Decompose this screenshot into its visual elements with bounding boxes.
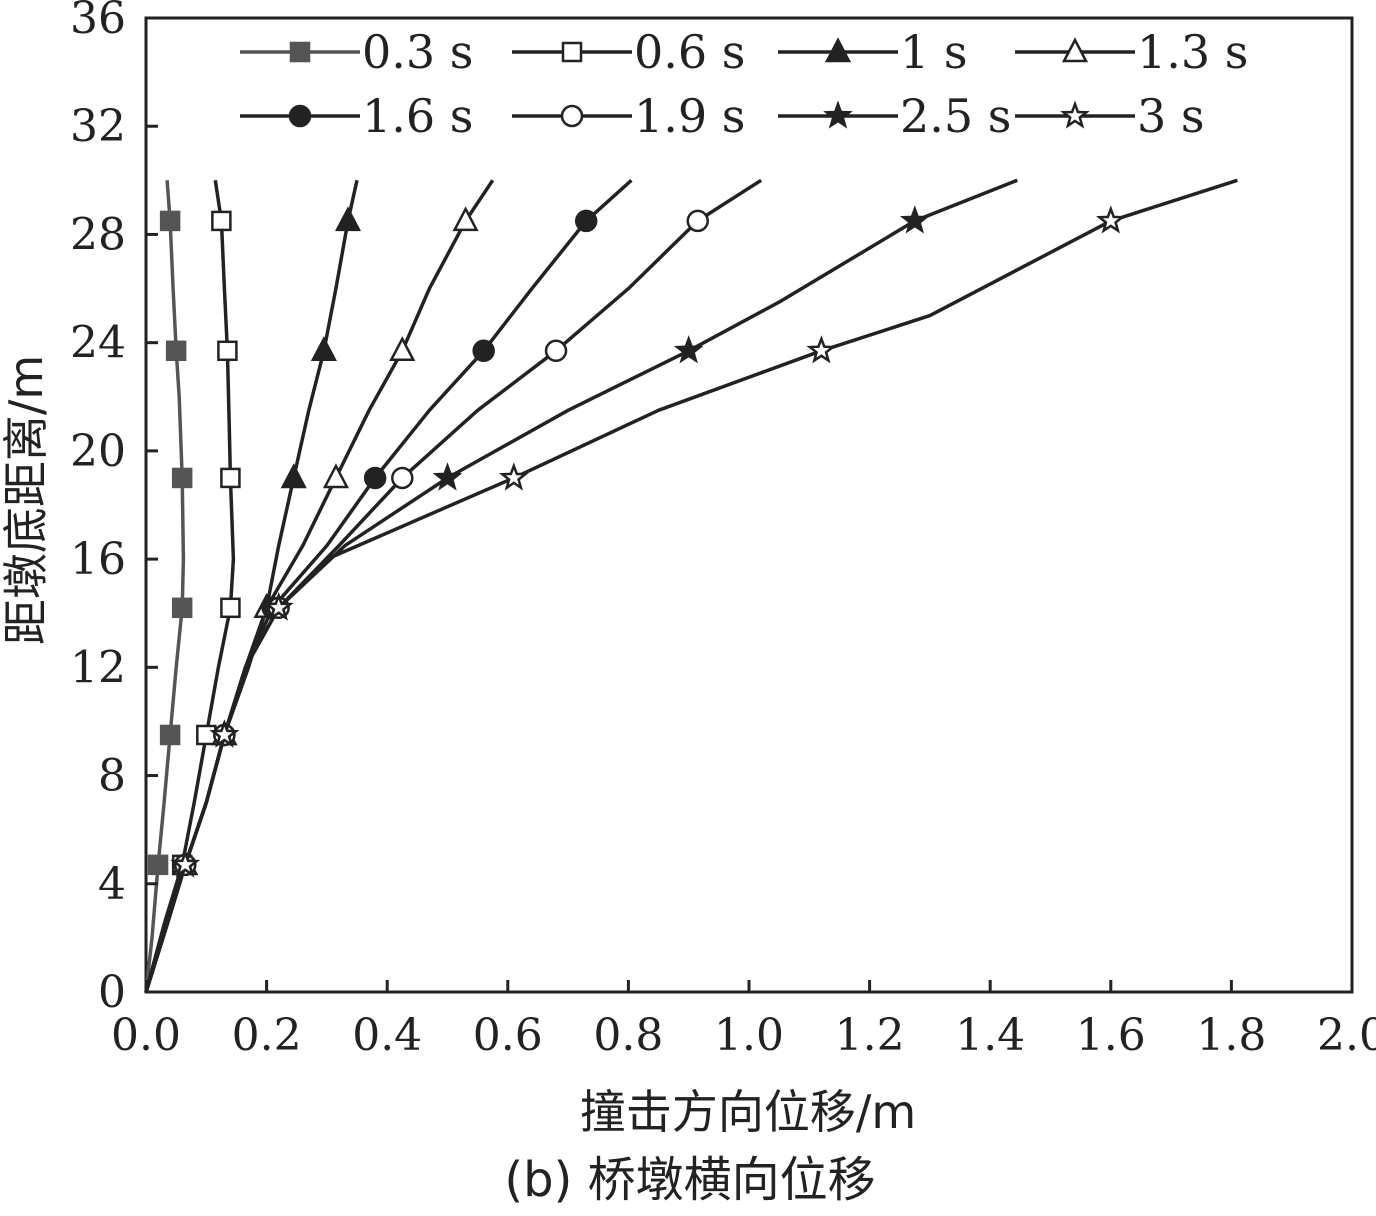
data-point [363,466,387,490]
data-point [165,340,187,362]
series-1 [144,180,193,993]
series-layer [144,178,1238,993]
legend-label: 1.6 s [362,89,473,143]
legend-marker [560,104,584,128]
data-point [673,335,704,364]
data-point [220,597,241,619]
x-tick-label: 0.0 [111,1010,181,1061]
y-tick-label: 8 [98,751,126,802]
legend-item-7: 2.5 s [778,89,1011,143]
data-point [170,849,201,878]
data-point [159,724,181,746]
legend-item-6: 1.9 s [512,89,745,143]
y-axis-title: 距墩底距离/m [0,355,53,645]
legend-marker [1061,37,1089,63]
legend-item-2: 0.6 s [512,25,745,79]
x-tick-label: 0.4 [352,1010,422,1061]
series-6 [144,178,763,993]
data-point [498,462,529,491]
data-point [209,719,240,748]
series-line [144,178,1238,993]
data-point [899,205,930,234]
data-point [220,467,241,489]
data-point [334,206,362,232]
y-tick-label: 32 [70,101,126,152]
legend-marker [824,37,852,63]
y-tick-label: 12 [70,642,126,693]
data-point [322,463,350,489]
x-tick-label: 0.6 [473,1010,543,1061]
legend-item-3: 1 s [778,25,968,79]
series-line [144,178,763,993]
legend-label: 1 s [900,25,968,79]
x-tick-label: 1.6 [1076,1010,1146,1061]
series-line [144,179,495,993]
data-point [171,597,193,619]
legend-item-1: 0.3 s [240,25,473,79]
data-point [147,854,169,876]
legend-marker [1060,100,1090,129]
series-8 [144,178,1238,993]
legend-label: 3 s [1137,89,1205,143]
legend-marker [561,41,583,63]
series-line [144,180,186,993]
plot-frame [144,16,1354,994]
data-point [391,466,414,490]
data-point [686,209,709,233]
data-point [280,463,307,489]
legend-label: 0.3 s [362,25,473,79]
data-point [263,592,294,621]
data-point [211,210,232,232]
y-tick-label: 0 [98,967,126,1018]
data-point [806,335,837,364]
series-line [144,178,1018,993]
series-5 [144,178,633,993]
x-tick-label: 1.0 [714,1010,784,1061]
legend-label: 1.9 s [634,89,745,143]
legend-label: 2.5 s [900,89,1011,143]
y-tick-label: 16 [70,534,126,585]
legend-marker [289,41,311,63]
y-axis: 0 4 8 12 16 20 24 28 32 36 [70,0,158,1018]
y-tick-label: 24 [70,318,126,369]
x-tick-label: 1.4 [955,1010,1025,1061]
x-tick-label: 0.8 [593,1010,663,1061]
figure-caption: (b) 桥墩横向位移 [504,1152,875,1208]
x-tick-label: 1.8 [1196,1010,1266,1061]
y-tick-label: 4 [98,859,126,910]
y-tick-label: 20 [70,426,126,477]
data-point [159,210,181,232]
legend-marker [288,104,312,128]
x-tick-label: 2.0 [1317,1010,1376,1061]
x-tick-label: 1.2 [835,1010,905,1061]
data-point [432,462,463,491]
x-tick-label: 0.2 [232,1010,302,1061]
data-point [1095,205,1126,234]
data-point [196,724,217,746]
plot-border [144,16,1354,994]
legend-label: 0.6 s [634,25,745,79]
legend-label: 1.3 s [1137,25,1248,79]
data-point [574,209,598,233]
series-7 [144,178,1018,993]
series-line [144,178,633,993]
x-axis-title: 撞击方向位移/m [580,1085,916,1139]
x-axis: 0.0 0.2 0.4 0.6 0.8 1.0 1.2 1.4 1.6 1.8 2.0 [111,980,1376,1061]
data-point [310,336,337,362]
data-point [171,467,193,489]
data-point [452,206,479,232]
legend: 0.3 s 0.6 s 1 s 1.3 s 1.6 s 1.9 s 2.5 s 3 s [240,25,1248,143]
legend-item-5: 1.6 s [240,89,473,143]
legend-marker [823,100,853,129]
legend-item-8: 3 s [1015,89,1205,143]
data-point [217,340,238,362]
series-4 [144,179,495,993]
legend-item-4: 1.3 s [1015,25,1248,79]
y-tick-label: 28 [70,209,126,260]
data-point [544,339,568,363]
data-point [389,336,416,362]
y-tick-label: 36 [70,0,126,44]
data-point [472,339,495,363]
